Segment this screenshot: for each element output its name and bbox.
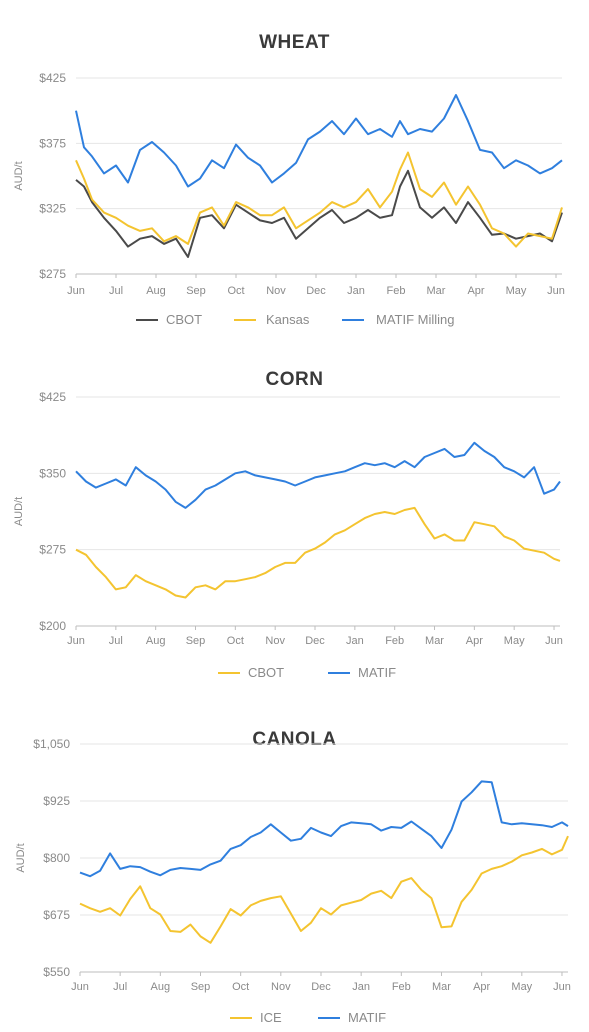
x-tick-label: Jul	[109, 635, 123, 647]
series-line-cbot	[75, 506, 561, 599]
x-tick-label: Feb	[392, 981, 411, 993]
y-axis-label: AUD/t	[15, 843, 27, 872]
x-tick-label: May	[504, 635, 525, 647]
x-tick-label: Dec	[306, 285, 326, 297]
x-tick-label: Oct	[227, 635, 244, 647]
x-tick-label: Mar	[427, 285, 446, 297]
x-tick-label: Aug	[151, 981, 171, 993]
x-tick-label: Sep	[186, 285, 206, 297]
chart-corn: CORN $200 $275 $350 $425 AUD/t Jun Jul Aug Sep Oct…	[13, 369, 563, 680]
y-tick-label: $425	[39, 390, 66, 404]
chart-title: CANOLA	[252, 729, 336, 750]
chart-wheat: WHEAT $275 $325 $375 $425 AUD/t Jun Jul Aug Sep Oc…	[13, 32, 565, 327]
x-tick-label: Sep	[191, 981, 211, 993]
y-tick-label: $675	[43, 908, 70, 922]
x-tick-label: Dec	[311, 981, 331, 993]
chart-title: WHEAT	[259, 32, 330, 53]
x-tick-label: Dec	[305, 635, 325, 647]
y-tick-label: $925	[43, 794, 70, 808]
y-tick-label: $375	[39, 136, 66, 150]
legend-label: MATIF Milling	[376, 312, 454, 327]
x-tick-label: Jan	[346, 635, 364, 647]
x-tick-label: Feb	[387, 285, 406, 297]
x-tick-label: Nov	[266, 285, 286, 297]
y-axis-label: AUD/t	[13, 497, 25, 526]
legend-label: CBOT	[166, 312, 202, 327]
x-tick-label: Mar	[425, 635, 444, 647]
y-tick-label: $275	[39, 543, 66, 557]
legend-label: MATIF	[358, 665, 396, 680]
legend-label: Kansas	[266, 312, 310, 327]
chart-title: CORN	[266, 369, 324, 390]
series-line-matif	[79, 780, 569, 878]
x-tick-label: Apr	[473, 981, 490, 993]
x-tick-label: Oct	[227, 285, 244, 297]
x-tick-label: Jun	[545, 635, 563, 647]
y-tick-label: $425	[39, 71, 66, 85]
y-tick-label: $1,050	[33, 737, 70, 751]
series-line-matif-milling	[75, 94, 563, 188]
x-tick-label: Sep	[186, 635, 206, 647]
y-tick-label: $550	[43, 965, 70, 979]
x-tick-label: Apr	[466, 635, 483, 647]
x-tick-label: May	[506, 285, 527, 297]
x-tick-label: Oct	[232, 981, 249, 993]
x-tick-label: Jul	[113, 981, 127, 993]
x-tick-label: Jun	[553, 981, 571, 993]
series-line-matif	[75, 441, 561, 509]
chart-canola: CANOLA $550 $675 $800 $925 $1,050 AUD/t Jun Jul A…	[15, 729, 571, 1025]
y-tick-label: $350	[39, 466, 66, 480]
x-tick-label: Nov	[271, 981, 291, 993]
y-tick-label: $275	[39, 267, 66, 281]
series-line-kansas	[75, 151, 563, 248]
legend-label: CBOT	[248, 665, 284, 680]
x-tick-label: Jun	[67, 285, 85, 297]
x-tick-label: Apr	[467, 285, 484, 297]
legend-label: ICE	[260, 1010, 282, 1025]
x-tick-label: Nov	[265, 635, 285, 647]
series-line-ice	[79, 835, 569, 944]
y-axis-label: AUD/t	[13, 161, 25, 190]
x-tick-label: Mar	[432, 981, 451, 993]
x-tick-label: Jun	[67, 635, 85, 647]
x-tick-label: Aug	[146, 635, 166, 647]
x-tick-label: Jan	[352, 981, 370, 993]
legend-label: MATIF	[348, 1010, 386, 1025]
y-tick-label: $800	[43, 851, 70, 865]
x-tick-label: Jun	[71, 981, 89, 993]
y-tick-label: $325	[39, 202, 66, 216]
x-tick-label: Jul	[109, 285, 123, 297]
x-tick-label: Jun	[547, 285, 565, 297]
x-tick-label: Jan	[347, 285, 365, 297]
y-tick-label: $200	[39, 619, 66, 633]
x-tick-label: May	[511, 981, 532, 993]
x-tick-label: Feb	[385, 635, 404, 647]
series-line-cbot	[75, 169, 563, 258]
x-tick-label: Aug	[146, 285, 166, 297]
